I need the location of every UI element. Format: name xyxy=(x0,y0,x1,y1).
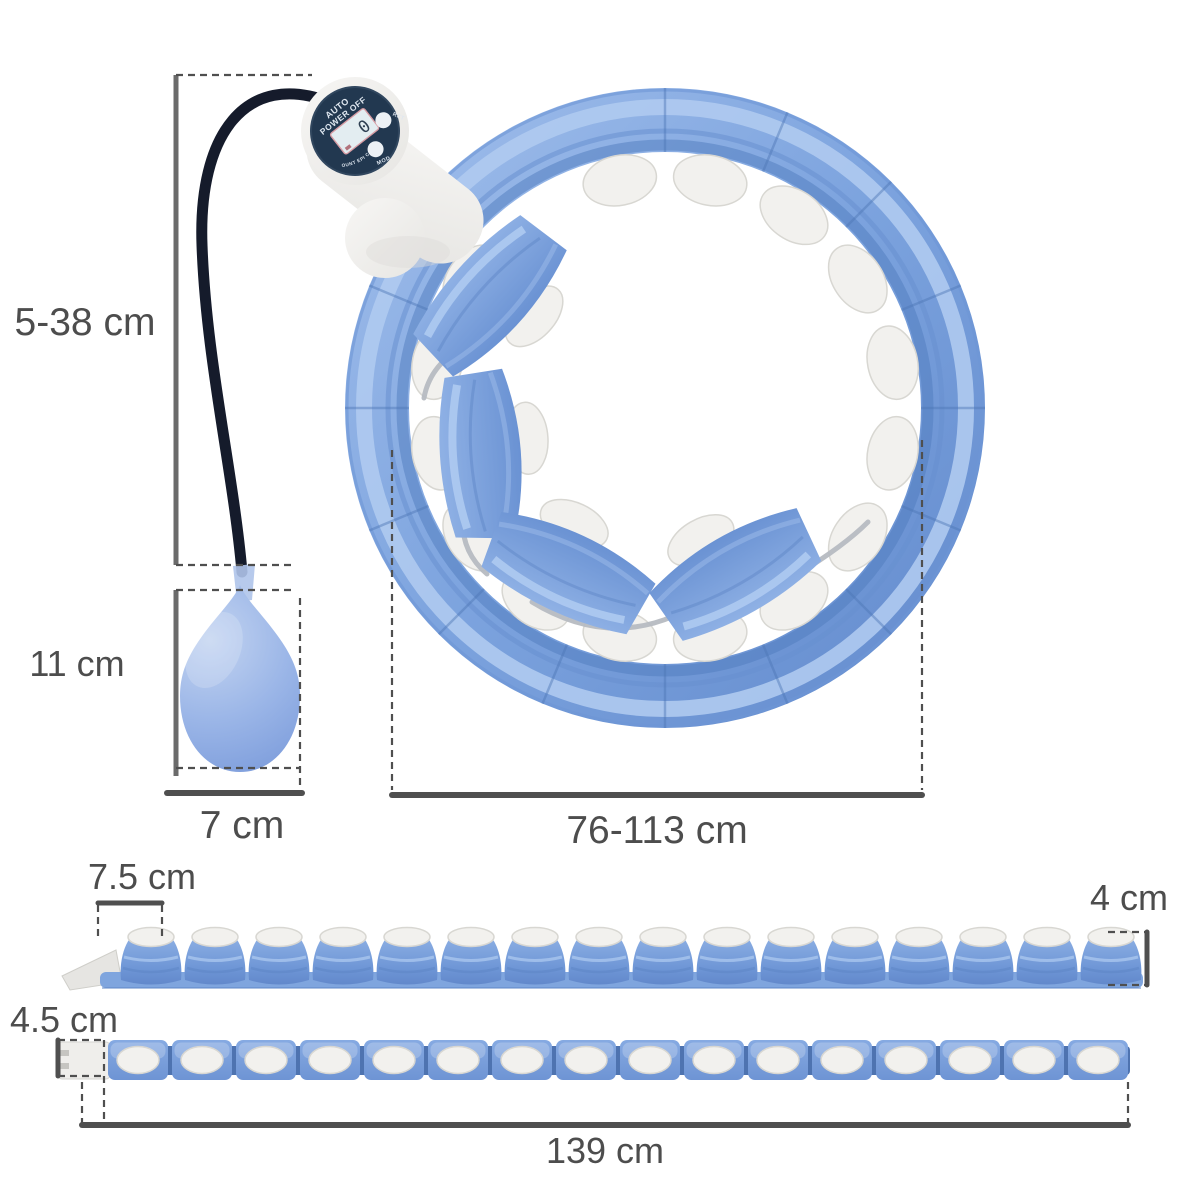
reset-button xyxy=(375,112,392,129)
dim-hoop-diameter: 76-113 cm xyxy=(389,440,925,852)
counter-lcd xyxy=(329,108,380,155)
dim-ball-height: 11 cm xyxy=(29,588,302,790)
dim-label-total-length: 139 cm xyxy=(546,1130,664,1171)
weight-ball xyxy=(180,564,300,772)
dim-label-ball-height: 11 cm xyxy=(29,643,124,684)
dim-label-segment-height: 4 cm xyxy=(1090,877,1168,918)
dim-knob-width: 7.5 cm xyxy=(88,856,196,938)
mode-button xyxy=(367,141,384,158)
dim-total-length: 139 cm xyxy=(79,1082,1131,1171)
mode-button-label: MOD xyxy=(376,155,392,166)
dim-label-ball-width: 7 cm xyxy=(200,804,285,847)
dim-cord-length: 5-38 cm xyxy=(15,73,312,567)
reset-button-label: RST xyxy=(391,112,405,123)
dim-label-cord-length: 5-38 cm xyxy=(15,301,156,344)
segment-strip-top-view xyxy=(57,1039,1130,1081)
dim-label-strip-width: 4.5 cm xyxy=(10,999,118,1040)
dim-ball-width: 7 cm xyxy=(164,790,305,847)
dim-strip-width: 4.5 cm xyxy=(10,999,118,1122)
hoop-segment-seams xyxy=(345,88,985,728)
dim-segment-height: 4 cm xyxy=(1090,877,1168,988)
drawstring-cord xyxy=(196,88,336,578)
detached-segments xyxy=(402,205,871,652)
dim-label-knob-width: 7.5 cm xyxy=(88,856,196,897)
lcd-indicator xyxy=(344,144,352,151)
counter-device: AUTO POWER OFF 0 SCAN TIME COUNT EPI CAL… xyxy=(310,86,405,176)
strip-connector xyxy=(57,1041,111,1080)
segment-strip-side-view xyxy=(61,926,1143,991)
detached-segment xyxy=(434,366,555,543)
dim-label-hoop-diameter: 76-113 cm xyxy=(566,809,747,852)
